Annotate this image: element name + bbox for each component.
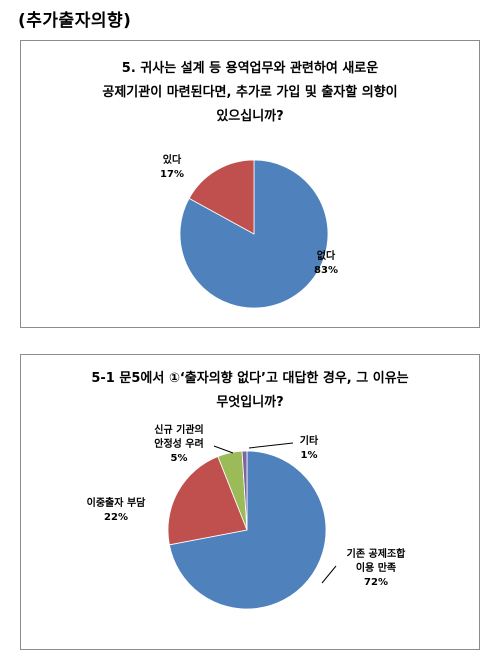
- slice-value-label: 17%: [160, 169, 184, 180]
- slice-category-label: 없다: [317, 249, 336, 262]
- pie-chart-investment-intention: 없다 83% 있다 17%: [160, 153, 338, 309]
- slice-category-label: 이용 만족: [356, 561, 396, 574]
- slice-category-label: 이중출자 부담: [87, 496, 146, 509]
- chart-panel-no-intention-reasons: 5-1 문5에서 ①‘출자의향 없다’고 대답한 경우, 그 이유는 무엇입니까…: [20, 354, 480, 650]
- chart-title: 5-1 문5에서 ①‘출자의향 없다’고 대답한 경우, 그 이유는 무엇입니까…: [21, 367, 479, 415]
- leader-line: [248, 442, 294, 449]
- chart-title-line: 무엇입니까?: [216, 395, 284, 410]
- chart-panel-additional-investment: 5. 귀사는 설계 등 용역업무와 관련하여 새로운 공제기관이 마련된다면, …: [20, 40, 480, 328]
- chart-title-line: 공제기관이 마련된다면, 추가로 가입 및 출자할 의향이: [102, 85, 398, 100]
- chart-title-line: 5. 귀사는 설계 등 용역업무와 관련하여 새로운: [121, 61, 379, 76]
- slice-category-label: 기타: [300, 434, 319, 447]
- chart-title-line: 있으십니까?: [216, 109, 284, 124]
- slice-value-label: 1%: [301, 450, 318, 461]
- page-heading: (추가출자의향): [18, 11, 132, 31]
- pie-slice: [168, 450, 327, 610]
- slice-value-label: 5%: [171, 453, 188, 464]
- leader-line: [321, 565, 337, 584]
- slice-category-label: 기존 공제조합: [347, 547, 406, 560]
- chart-title-line: 5-1 문5에서 ①‘출자의향 없다’고 대답한 경우, 그 이유는: [91, 371, 409, 386]
- slice-category-label: 신규 기관의: [154, 423, 203, 436]
- chart-title: 5. 귀사는 설계 등 용역업무와 관련하여 새로운 공제기관이 마련된다면, …: [21, 57, 479, 129]
- slice-category-label: 안정성 우려: [154, 437, 203, 450]
- pie-slice: [179, 159, 329, 309]
- slice-value-label: 83%: [314, 265, 338, 276]
- slice-category-label: 있다: [163, 153, 182, 166]
- slice-value-label: 22%: [104, 512, 128, 523]
- pie-slice: [241, 450, 248, 531]
- slice-value-label: 72%: [364, 577, 388, 588]
- pie-slice: [188, 159, 255, 235]
- leader-line: [213, 445, 234, 454]
- pie-slice: [167, 456, 248, 546]
